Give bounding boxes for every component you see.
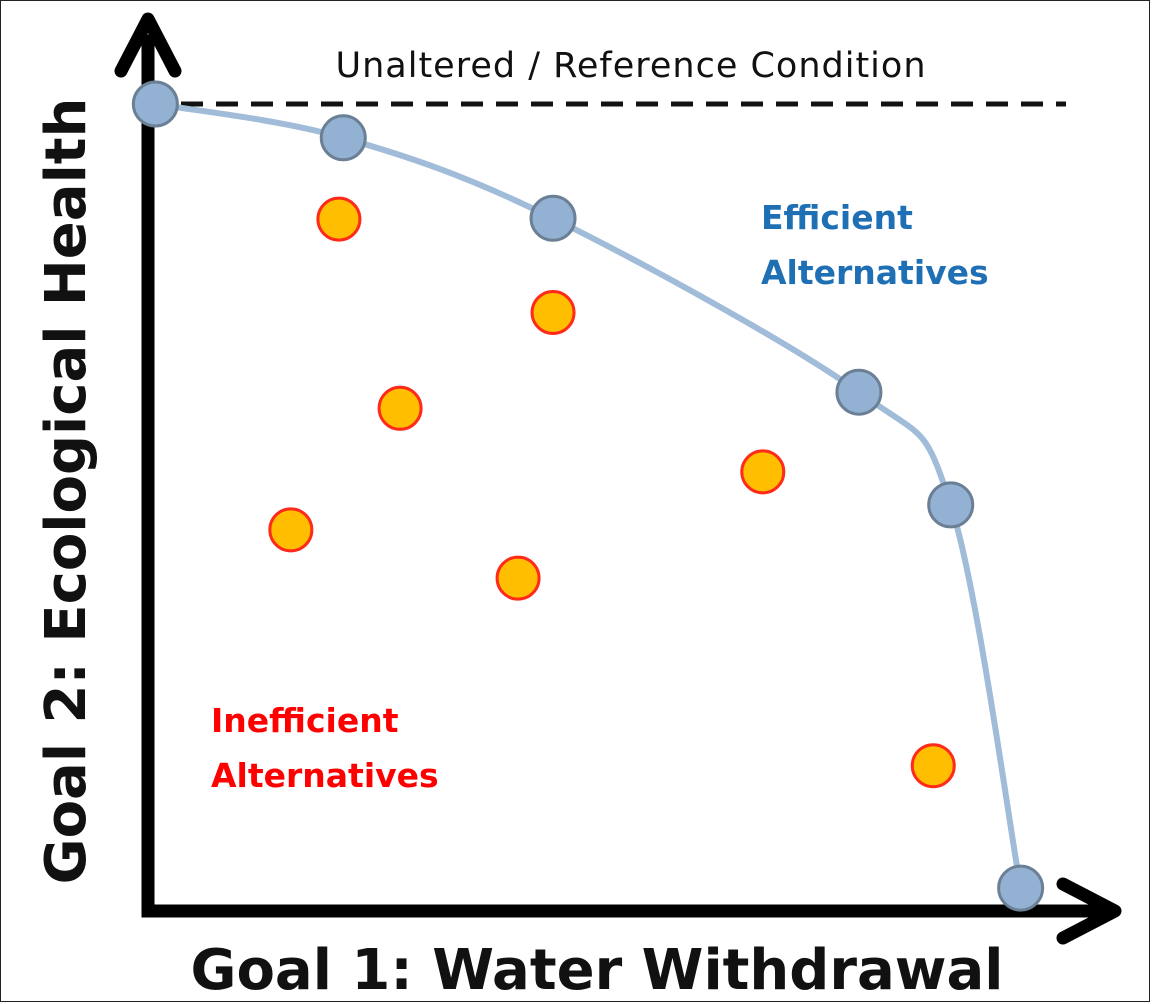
axes: [114, 12, 1122, 945]
efficient-point-6: [997, 864, 1045, 912]
x-axis-arrow-icon: [1056, 877, 1122, 945]
efficient-label-line-2: Alternatives: [761, 253, 989, 292]
inefficient-point-7: [910, 743, 956, 789]
x-axis-title: Goal 1: Water Withdrawal: [190, 938, 1003, 1003]
inefficient-point-6: [495, 555, 541, 601]
efficient-point-3: [529, 194, 577, 242]
efficient-series-label: Efficient Alternatives: [761, 198, 989, 292]
inefficient-label-line-1: Inefficient: [211, 701, 399, 740]
y-axis-arrow-icon: [114, 12, 182, 78]
inefficient-point-3: [377, 385, 423, 431]
efficient-label-line-1: Efficient: [761, 198, 913, 237]
reference-condition-label: Unaltered / Reference Condition: [335, 46, 926, 86]
efficient-point-2: [319, 114, 367, 162]
inefficient-point-1: [316, 196, 362, 242]
inefficient-series-label: Inefficient Alternatives: [211, 701, 439, 795]
efficient-point-5: [927, 481, 975, 529]
inefficient-point-4: [740, 449, 786, 495]
inefficient-point-5: [268, 507, 314, 553]
efficient-point-1: [131, 80, 179, 128]
points-layer: [131, 80, 1045, 912]
inefficient-label-line-2: Alternatives: [211, 756, 439, 795]
inefficient-point-2: [530, 289, 576, 335]
efficient-point-4: [835, 368, 883, 416]
y-axis-title: Goal 2: Ecological Health: [34, 98, 99, 885]
